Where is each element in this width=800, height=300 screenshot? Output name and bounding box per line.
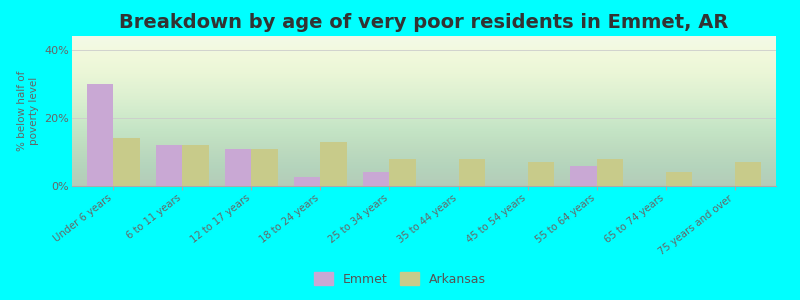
Bar — [527, 162, 554, 186]
Bar — [294, 178, 321, 186]
Y-axis label: % below half of
poverty level: % below half of poverty level — [18, 71, 39, 151]
Bar — [321, 142, 346, 186]
Bar — [390, 159, 416, 186]
Bar — [363, 172, 390, 186]
Bar — [666, 172, 692, 186]
Bar — [251, 148, 278, 186]
Bar — [734, 162, 761, 186]
Bar — [226, 148, 251, 186]
Bar — [182, 145, 209, 186]
Title: Breakdown by age of very poor residents in Emmet, AR: Breakdown by age of very poor residents … — [119, 13, 729, 32]
Bar — [87, 84, 114, 186]
Bar — [156, 145, 182, 186]
Bar — [114, 138, 140, 186]
Legend: Emmet, Arkansas: Emmet, Arkansas — [309, 267, 491, 291]
Bar — [570, 166, 597, 186]
Bar — [597, 159, 622, 186]
Bar — [458, 159, 485, 186]
